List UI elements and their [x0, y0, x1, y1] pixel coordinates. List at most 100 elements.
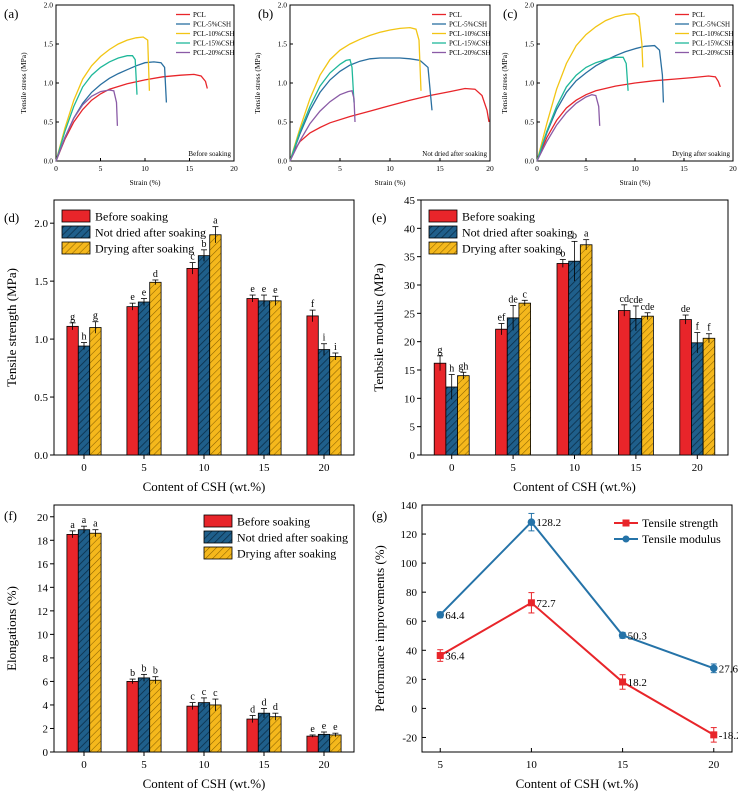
legend-label: PCL [692, 11, 705, 19]
panel-label: (a) [4, 6, 18, 21]
y-tick-label: 20 [404, 337, 416, 349]
y-tick-label: 20 [37, 512, 49, 524]
y-tick-label: 0.5 [278, 118, 288, 127]
bar-before-soaking-20 [679, 319, 692, 456]
significance-letter: d [273, 702, 278, 713]
performance-chart-g: (g) -20 0 20 40 60 80 100 120 140 5 10 15 20 Content o… [372, 500, 738, 791]
significance-letter: c [523, 289, 528, 300]
bar-drying-after-soaking-10 [579, 244, 593, 456]
significance-letter: d [250, 705, 255, 716]
data-label: 72.7 [536, 598, 556, 610]
y-tick-label: 60 [406, 616, 418, 628]
y-tick-label: 0.0 [525, 157, 535, 166]
bar-drying-after-soaking-0 [457, 375, 470, 456]
bar-before-soaking-5 [126, 306, 139, 456]
legend-label: Not dried after soaking [237, 531, 348, 545]
significance-letter: de [508, 294, 518, 305]
bar-drying-after-soaking-10 [209, 234, 222, 456]
bar-before-soaking-20 [306, 735, 319, 753]
bar-drying-after-soaking-20 [329, 356, 342, 456]
y-axis-title: Tensile stress (MPa) [253, 52, 262, 114]
significance-letter: a [70, 520, 75, 531]
significance-letter: a [584, 229, 589, 240]
panel-label: (e) [372, 210, 386, 225]
y-axis-title: Tensile strength (MPa) [4, 268, 19, 387]
bar-not-dried-after-soaking-10 [197, 255, 211, 456]
y-tick-label: 0.5 [44, 118, 54, 127]
y-tick-label: 1.0 [278, 79, 288, 88]
x-tick-label: 0 [81, 462, 87, 474]
series-line-pcl-20-csh [536, 94, 601, 162]
y-tick-label: 15 [404, 365, 416, 377]
x-tick-label: 15 [436, 164, 444, 173]
significance-letter: de [681, 304, 691, 315]
stress-strain-chart-c: (c) 0 5 10 15 20 0.0 0.5 1.0 1.5 2.0 Strain (%) Tens… [500, 1, 737, 188]
bar-not-dried-after-soaking-0 [77, 529, 91, 753]
legend-label: Drying after soaking [237, 547, 336, 561]
x-tick-label: 10 [526, 759, 538, 771]
bar-not-dried-after-soaking-10 [568, 260, 581, 456]
significance-letter: f [707, 323, 711, 334]
significance-letter: e [333, 722, 338, 733]
x-tick-label: 5 [141, 759, 147, 771]
x-tick-label: 15 [617, 759, 629, 771]
x-tick-label: 10 [199, 462, 211, 474]
significance-letter: c [190, 252, 195, 263]
legend-label: Before soaking [237, 515, 310, 529]
bar-not-dried-after-soaking-20 [691, 342, 704, 456]
bar-not-dried-after-soaking-5 [137, 301, 151, 456]
y-tick-label: 16 [37, 559, 49, 571]
bar-before-soaking-15 [246, 718, 259, 753]
legend-swatch [61, 241, 91, 255]
series-line-pcl-5-csh [289, 57, 433, 162]
y-tick-label: 0.5 [34, 392, 48, 404]
significance-letter: e [130, 292, 135, 303]
bar-not-dried-after-soaking-20 [317, 349, 331, 456]
legend-label: PCL-20%CSH [193, 49, 235, 57]
significance-letter: d [153, 269, 158, 280]
x-tick-label: 15 [259, 759, 271, 771]
bar-before-soaking-5 [495, 328, 508, 456]
significance-letter: b [130, 668, 135, 679]
bar-not-dried-after-soaking-10 [197, 702, 211, 753]
significance-letter: a [213, 216, 218, 227]
x-axis-title: Content of CSH (wt.%) [143, 479, 266, 494]
significance-letter: h [449, 364, 454, 375]
x-tick-label: 5 [437, 759, 443, 771]
series-line-pcl-15-csh [289, 58, 355, 162]
x-tick-label: 10 [569, 462, 581, 474]
x-tick-label: 10 [386, 164, 394, 173]
y-tick-label: 35 [404, 252, 416, 264]
legend-label: Not dried after soaking [462, 226, 573, 240]
significance-letter: e [273, 285, 278, 296]
x-tick-label: 0 [288, 164, 292, 173]
legend-swatch [61, 209, 91, 223]
x-tick-label: 15 [186, 164, 194, 173]
series-line-tensile-modulus [439, 520, 715, 670]
y-tick-label: 1.0 [34, 334, 48, 346]
x-tick-label: 20 [319, 462, 331, 474]
x-tick-label: 20 [230, 164, 238, 173]
stress-strain-chart-b: (b) 0 5 10 15 20 0.0 0.5 1.0 1.5 2.0 Strain (%) Tens… [253, 1, 494, 188]
y-tick-label: 1.5 [278, 40, 288, 49]
significance-letter: i [323, 333, 326, 344]
significance-letter: g [70, 312, 75, 323]
y-tick-label: 40 [406, 645, 418, 657]
plot-frame [421, 504, 733, 753]
y-tick-label: 0 [410, 450, 416, 462]
x-tick-label: 20 [486, 164, 494, 173]
significance-letter: c [213, 688, 218, 699]
series-line-pcl-20-csh [55, 89, 119, 162]
x-tick-label: 15 [259, 462, 271, 474]
y-tick-label: 0 [412, 703, 418, 715]
bar-not-dried-after-soaking-5 [137, 677, 151, 753]
bar-not-dried-after-soaking-15 [257, 712, 271, 753]
significance-letter: cd [620, 294, 629, 305]
series-line-tensile-strength [439, 601, 715, 736]
data-label: -18.2 [719, 730, 738, 742]
